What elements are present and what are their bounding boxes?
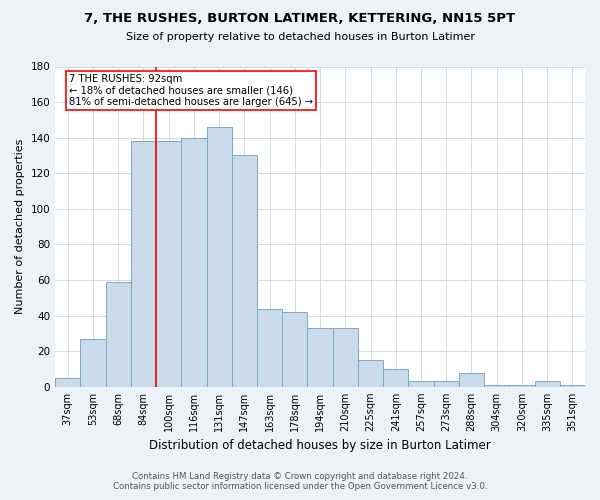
Bar [80,339,106,387]
Bar [206,127,232,387]
Bar [560,385,585,387]
Text: Size of property relative to detached houses in Burton Latimer: Size of property relative to detached ho… [125,32,475,42]
Bar [535,382,560,387]
Text: 7, THE RUSHES, BURTON LATIMER, KETTERING, NN15 5PT: 7, THE RUSHES, BURTON LATIMER, KETTERING… [85,12,515,26]
Bar [282,312,307,387]
Bar [459,372,484,387]
Bar [232,156,257,387]
Bar [383,369,409,387]
Bar [484,385,509,387]
Bar [434,382,459,387]
Bar [131,141,156,387]
Bar [307,328,332,387]
Bar [257,308,282,387]
Bar [106,282,131,387]
Text: 7 THE RUSHES: 92sqm
← 18% of detached houses are smaller (146)
81% of semi-detac: 7 THE RUSHES: 92sqm ← 18% of detached ho… [69,74,313,107]
Bar [156,141,181,387]
Bar [409,382,434,387]
Bar [181,138,206,387]
Bar [55,378,80,387]
Bar [358,360,383,387]
Bar [332,328,358,387]
X-axis label: Distribution of detached houses by size in Burton Latimer: Distribution of detached houses by size … [149,440,491,452]
Bar [509,385,535,387]
Y-axis label: Number of detached properties: Number of detached properties [15,139,25,314]
Text: Contains HM Land Registry data © Crown copyright and database right 2024.
Contai: Contains HM Land Registry data © Crown c… [113,472,487,491]
